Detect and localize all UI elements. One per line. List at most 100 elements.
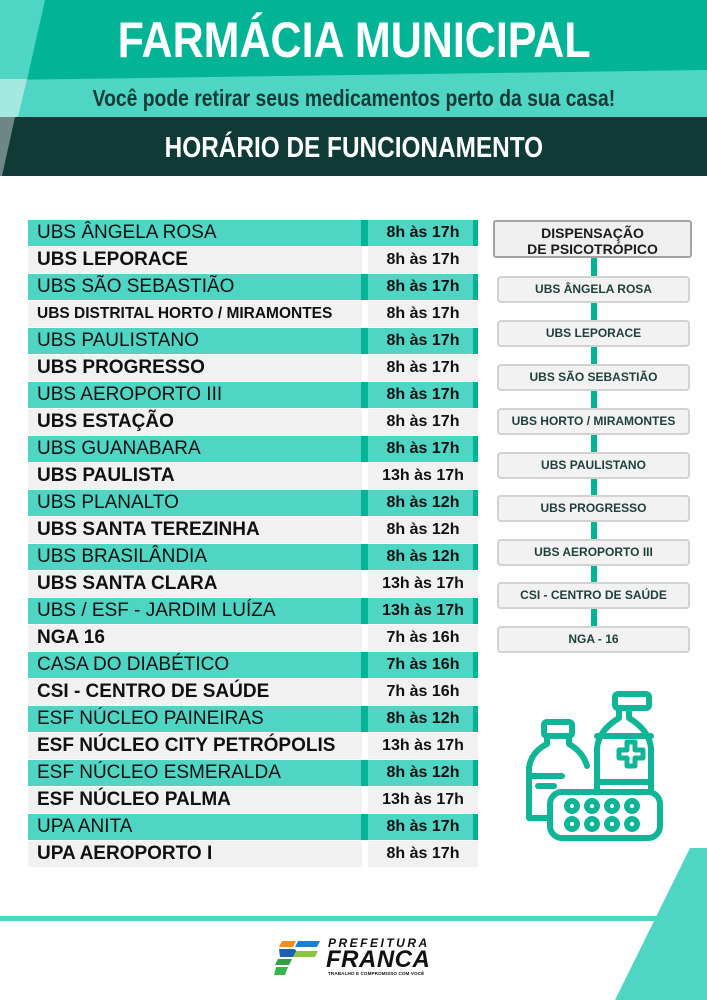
unit-name: UBS ESTAÇÃO [28, 409, 362, 435]
unit-name: UBS PAULISTA [28, 463, 362, 489]
decorative-triangle [615, 848, 707, 1000]
psychotropic-item: NGA - 16 [497, 626, 690, 653]
psychotropic-title-line2: DE PSICOTRÓPICO [527, 241, 658, 257]
psychotropic-title: DISPENSAÇÃO DE PSICOTRÓPICO [493, 220, 692, 258]
opening-hours: 8h às 17h [368, 355, 478, 381]
row-separator [361, 490, 368, 516]
row-separator [361, 706, 368, 732]
table-row: ESF NÚCLEO ESMERALDA 8h às 12h [28, 759, 480, 786]
franca-logo-mark-icon [274, 941, 320, 975]
unit-name: UBS SANTA CLARA [28, 571, 362, 597]
unit-name: ESF NÚCLEO PALMA [28, 787, 362, 813]
table-row: UBS SÃO SEBASTIÃO 8h às 17h [28, 273, 480, 300]
opening-hours: 13h às 17h [368, 733, 478, 759]
row-separator [361, 598, 368, 624]
unit-name: UPA AEROPORTO I [28, 841, 362, 867]
psychotropic-item: UBS PROGRESSO [497, 495, 690, 522]
table-row: UPA AEROPORTO I 8h às 17h [28, 840, 480, 867]
opening-hours: 8h às 17h [368, 841, 478, 867]
row-separator [361, 328, 368, 354]
page-title: FARMÁCIA MUNICIPAL [117, 12, 591, 68]
psychotropic-item: CSI - CENTRO DE SAÚDE [497, 582, 690, 609]
psychotropic-panel: DISPENSAÇÃO DE PSICOTRÓPICO UBS ÂNGELA R… [493, 220, 693, 653]
unit-name: UPA ANITA [28, 814, 362, 840]
unit-name: UBS GUANABARA [28, 436, 362, 462]
row-separator [361, 760, 368, 786]
unit-name: UBS SANTA TEREZINHA [28, 517, 362, 543]
row-end-bar [473, 598, 478, 624]
table-row: UBS DISTRITAL HORTO / MIRAMONTES 8h às 17… [28, 300, 480, 327]
opening-hours: 8h às 17h [368, 220, 478, 246]
page-subtitle: Você pode retirar seus medicamentos pert… [92, 85, 616, 111]
unit-name: UBS ÂNGELA ROSA [28, 220, 362, 246]
header-section-band [0, 117, 707, 176]
row-end-bar [473, 220, 478, 246]
table-row: UBS GUANABARA 8h às 17h [28, 435, 480, 462]
psychotropic-item: UBS ÂNGELA ROSA [497, 276, 690, 303]
opening-hours: 8h às 17h [368, 328, 478, 354]
unit-name: UBS SÃO SEBASTIÃO [28, 274, 362, 300]
table-row: ESF NÚCLEO CITY PETRÓPOLIS 13h às 17h [28, 732, 480, 759]
opening-hours: 8h às 17h [368, 274, 478, 300]
psychotropic-item: UBS AEROPORTO III [497, 539, 690, 566]
opening-hours: 7h às 16h [368, 652, 478, 678]
opening-hours: 8h às 17h [368, 382, 478, 408]
table-row: UBS ESTAÇÃO 8h às 17h [28, 408, 480, 435]
logo-text-prefeitura: PREFEITURA [328, 936, 430, 950]
opening-hours: 13h às 17h [368, 598, 478, 624]
unit-name: UBS LEPORACE [28, 247, 362, 273]
unit-name: ESF NÚCLEO CITY PETRÓPOLIS [28, 733, 362, 759]
unit-name: UBS AEROPORTO III [28, 382, 362, 408]
unit-name: UBS PLANALTO [28, 490, 362, 516]
table-row: UBS LEPORACE 8h às 17h [28, 246, 480, 273]
table-row: UBS PAULISTA 13h às 17h [28, 462, 480, 489]
table-row: CASA DO DIABÉTICO 7h às 16h [28, 651, 480, 678]
schedule-table: UBS ÂNGELA ROSA 8h às 17h UBS LEPORACE 8h à… [28, 219, 480, 867]
psychotropic-item: UBS HORTO / MIRAMONTES [497, 408, 690, 435]
medicine-bottles-pills-icon [520, 682, 680, 842]
table-row: UBS PLANALTO 8h às 12h [28, 489, 480, 516]
psychotropic-item: UBS PAULISTANO [497, 452, 690, 479]
row-end-bar [473, 706, 478, 732]
table-row: UPA ANITA 8h às 17h [28, 813, 480, 840]
unit-name: UBS PROGRESSO [28, 355, 362, 381]
header-banner: FARMÁCIA MUNICIPAL Você pode retirar seu… [0, 0, 707, 176]
row-end-bar [473, 652, 478, 678]
prefeitura-franca-logo: PREFEITURA FRANCA TRABALHO E COMPROMISSO… [274, 937, 434, 981]
row-separator [361, 814, 368, 840]
table-row: UBS SANTA CLARA 13h às 17h [28, 570, 480, 597]
opening-hours: 8h às 17h [368, 301, 478, 327]
logo-tagline: TRABALHO E COMPROMISSO COM VOCÊ [328, 971, 425, 976]
row-end-bar [473, 760, 478, 786]
table-row: UBS PROGRESSO 8h às 17h [28, 354, 480, 381]
table-row: UBS ÂNGELA ROSA 8h às 17h [28, 219, 480, 246]
opening-hours: 8h às 17h [368, 436, 478, 462]
table-row: UBS / ESF - JARDIM LUÍZA 13h às 17h [28, 597, 480, 624]
row-separator [361, 436, 368, 462]
footer-divider [0, 916, 660, 921]
row-end-bar [473, 490, 478, 516]
opening-hours: 13h às 17h [368, 571, 478, 597]
opening-hours: 8h às 17h [368, 409, 478, 435]
row-separator [361, 220, 368, 246]
unit-name: NGA 16 [28, 625, 362, 651]
opening-hours: 8h às 17h [368, 247, 478, 273]
row-separator [361, 652, 368, 678]
table-row: ESF NÚCLEO PALMA 13h às 17h [28, 786, 480, 813]
unit-name: UBS / ESF - JARDIM LUÍZA [28, 598, 362, 624]
opening-hours: 13h às 17h [368, 787, 478, 813]
row-separator [361, 274, 368, 300]
opening-hours: 8h às 12h [368, 490, 478, 516]
unit-name: UBS DISTRITAL HORTO / MIRAMONTES [28, 301, 362, 327]
section-title: HORÁRIO DE FUNCIONAMENTO [164, 132, 544, 164]
row-end-bar [473, 814, 478, 840]
table-row: NGA 16 7h às 16h [28, 624, 480, 651]
opening-hours: 8h às 12h [368, 544, 478, 570]
opening-hours: 8h às 12h [368, 517, 478, 543]
row-end-bar [473, 328, 478, 354]
unit-name: ESF NÚCLEO ESMERALDA [28, 760, 362, 786]
opening-hours: 8h às 17h [368, 814, 478, 840]
opening-hours: 8h às 12h [368, 706, 478, 732]
unit-name: UBS BRASILÂNDIA [28, 544, 362, 570]
unit-name: UBS PAULISTANO [28, 328, 362, 354]
